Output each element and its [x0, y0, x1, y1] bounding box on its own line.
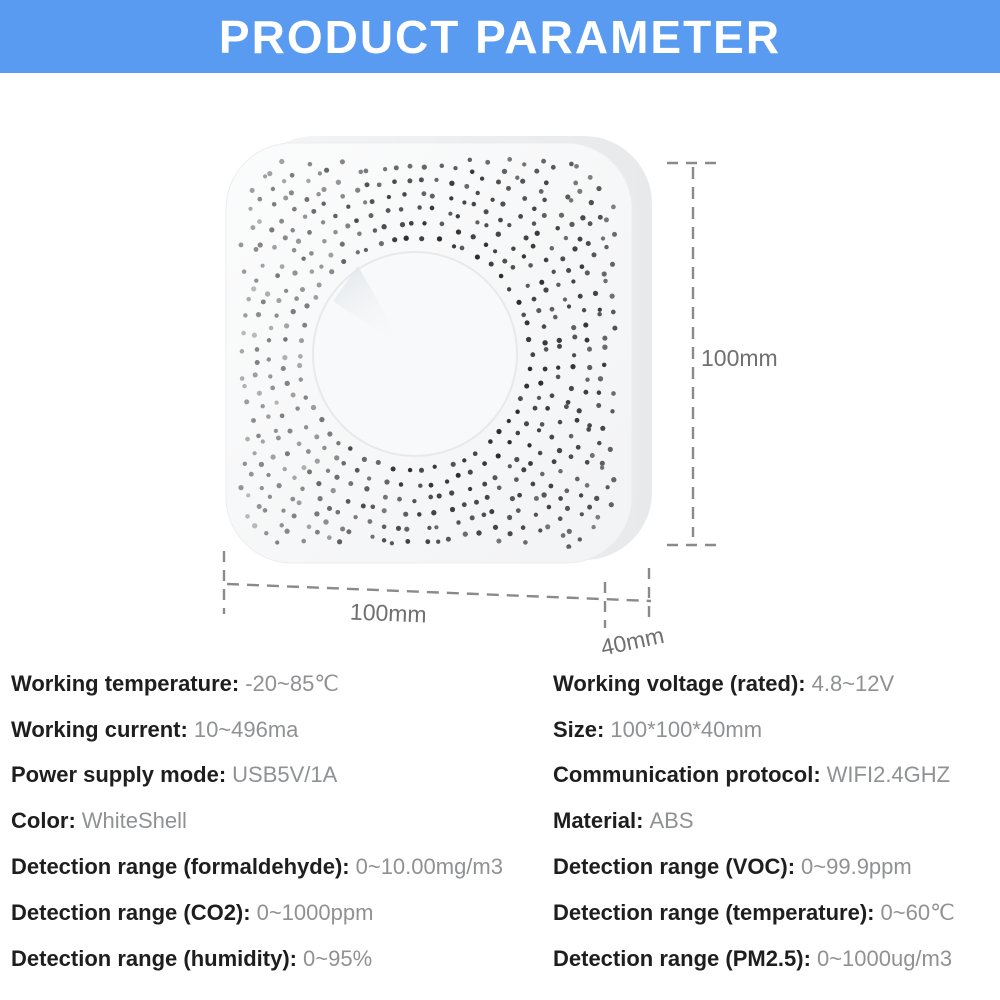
spec-label: Detection range (formaldehyde):	[11, 854, 350, 880]
spec-value: 0~95%	[303, 945, 373, 971]
height-dim-label: 100mm	[701, 345, 778, 371]
spec-row-communication-protocol: Communication protocol: WIFI2.4GHZ	[553, 753, 955, 799]
spec-value: ABS	[649, 808, 694, 834]
spec-row-range-co2: Detection range (CO2): 0~1000ppm	[11, 890, 503, 936]
spec-row-material: Material: ABS	[553, 798, 955, 844]
spec-label: Power supply mode:	[11, 762, 227, 788]
spec-label: Detection range (humidity):	[11, 945, 298, 971]
product-diagram: 100mm 100mm 40mm	[222, 136, 778, 660]
spec-row-size: Size: 100*100*40mm	[553, 707, 955, 753]
spec-value: 0~1000ug/m3	[816, 945, 953, 971]
spec-value: 0~99.9ppm	[801, 854, 912, 880]
spec-label: Detection range (temperature):	[553, 899, 875, 925]
spec-column-left: Working temperature: -20~85℃ Working cur…	[11, 661, 503, 982]
spec-row-working-current: Working current: 10~496ma	[11, 707, 503, 753]
depth-dim-label: 40mm	[598, 622, 666, 660]
spec-value: 0~10.00mg/m3	[355, 854, 503, 880]
spec-label: Working current:	[11, 716, 188, 742]
page-title: PRODUCT PARAMETER	[218, 10, 782, 63]
spec-column-right: Working voltage (rated): 4.8~12V Size: 1…	[553, 661, 955, 982]
spec-label: Color:	[11, 808, 76, 834]
width-dim-line	[226, 582, 652, 603]
spec-label: Detection range (CO2):	[11, 899, 251, 925]
spec-label: Size:	[553, 716, 605, 742]
spec-row-working-voltage: Working voltage (rated): 4.8~12V	[553, 661, 955, 707]
header-banner: PRODUCT PARAMETER	[0, 0, 1000, 73]
spec-row-working-temperature: Working temperature: -20~85℃	[11, 661, 503, 707]
vent-holes-pattern	[238, 157, 618, 549]
spec-label: Detection range (PM2.5):	[553, 945, 811, 971]
spec-label: Working temperature:	[11, 670, 240, 696]
spec-label: Working voltage (rated):	[553, 670, 806, 696]
spec-row-range-formaldehyde: Detection range (formaldehyde): 0~10.00m…	[11, 844, 503, 890]
spec-value: 100*100*40mm	[610, 716, 763, 742]
spec-value: WhiteShell	[81, 808, 187, 834]
device-image	[225, 136, 652, 564]
spec-value: 10~496ma	[193, 716, 299, 742]
width-dim-label: 100mm	[349, 598, 427, 627]
spec-value: 4.8~12V	[811, 670, 895, 696]
circle-highlight-wedge	[333, 266, 405, 349]
spec-value: -20~85℃	[245, 670, 340, 696]
spec-row-range-pm25: Detection range (PM2.5): 0~1000ug/m3	[553, 936, 955, 982]
spec-row-range-humidity: Detection range (humidity): 0~95%	[11, 936, 503, 982]
spec-value: 0~60℃	[880, 899, 955, 925]
spec-label: Communication protocol:	[553, 762, 821, 788]
spec-label: Detection range (VOC):	[553, 854, 796, 880]
spec-value: WIFI2.4GHZ	[826, 762, 951, 788]
spec-value: USB5V/1A	[232, 762, 338, 788]
spec-value: 0~1000ppm	[256, 899, 374, 925]
spec-row-power-supply: Power supply mode: USB5V/1A	[11, 753, 503, 799]
spec-row-range-voc: Detection range (VOC): 0~99.9ppm	[553, 844, 955, 890]
spec-label: Material:	[553, 808, 644, 834]
spec-row-range-temperature: Detection range (temperature): 0~60℃	[553, 890, 955, 936]
center-circle	[312, 251, 518, 457]
spec-row-color: Color: WhiteShell	[11, 798, 503, 844]
